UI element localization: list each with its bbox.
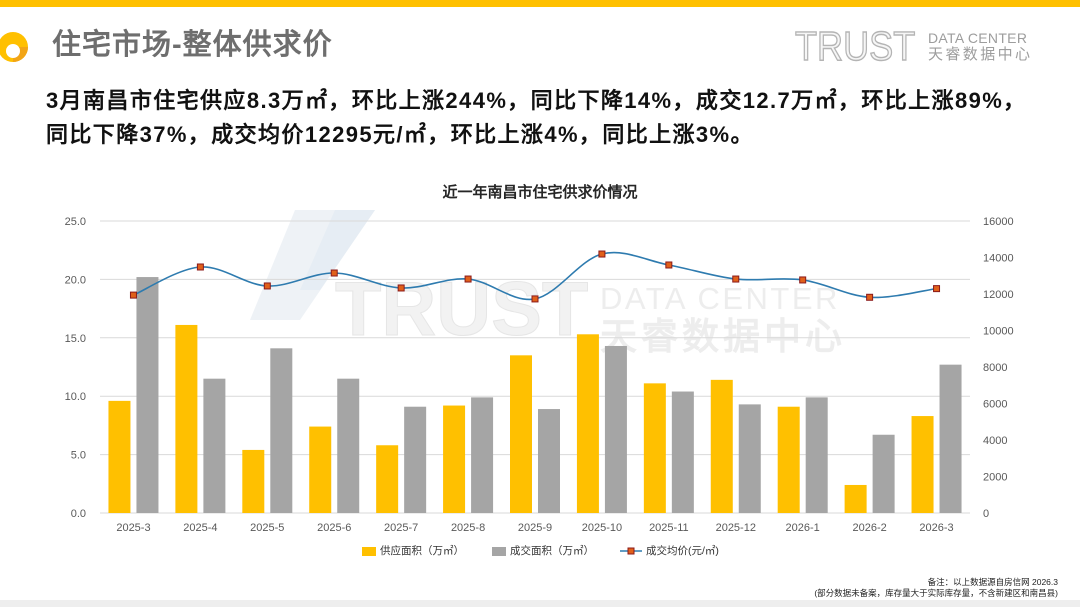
x-tick-label: 2025-4 [183, 522, 217, 534]
brand-name-cn: 天睿数据中心 [928, 46, 1033, 63]
price-marker [933, 285, 941, 293]
price-line [133, 251, 937, 301]
price-marker [732, 275, 740, 283]
chart-title: 近一年南昌市住宅供求价情况 [442, 184, 638, 201]
bar-transaction-area [805, 397, 828, 513]
summary-text: 3月南昌市住宅供应8.3万㎡，环比上涨244%，同比下降14%，成交12.7万㎡… [46, 84, 1027, 152]
bar-transaction-area [337, 378, 360, 513]
x-tick-label: 2025-9 [518, 522, 552, 534]
price-marker [397, 284, 405, 292]
legend-swatch-transaction [492, 547, 506, 556]
y-left-tick-label: 20.0 [65, 274, 86, 286]
x-tick-label: 2025-3 [116, 522, 150, 534]
bar-transaction-area [604, 345, 627, 513]
y-left-tick-label: 5.0 [71, 450, 86, 462]
bar-supply-area [777, 406, 800, 513]
bar-transaction-area [738, 404, 761, 513]
price-marker [531, 295, 539, 303]
y-right-tick-label: 10000 [983, 326, 1014, 338]
gridlines [100, 220, 970, 514]
y-right-tick-label: 2000 [983, 472, 1007, 484]
y-right-tick-label: 16000 [983, 216, 1014, 228]
bar-transaction-area [270, 348, 293, 513]
bar-supply-area [844, 484, 867, 513]
price-marker [665, 261, 673, 269]
bar-transaction-area [471, 397, 494, 513]
price-marker [330, 269, 338, 277]
y-right-tick-label: 12000 [983, 289, 1014, 301]
page-title: 住宅市场-整体供求价 [52, 29, 333, 61]
brand-name-en: DATA CENTER [928, 30, 1028, 46]
y-left-tick-label: 15.0 [65, 333, 86, 345]
bar-supply-area [309, 426, 332, 513]
bar-supply-area [643, 383, 666, 513]
x-tick-label: 2025-12 [716, 522, 756, 534]
bottom-band [0, 600, 1080, 607]
x-tick-label: 2025-8 [451, 522, 485, 534]
summary-line: 同比下降37%，成交均价12295元/㎡，环比上涨4%，同比上涨3%。 [46, 122, 754, 147]
price-marker [866, 293, 874, 301]
bar-transaction-area [136, 277, 159, 513]
bar-supply-area [108, 400, 131, 513]
summary-line: 3月南昌市住宅供应8.3万㎡，环比上涨244%，同比下降14%，成交12.7万㎡… [46, 88, 1027, 113]
disclaimer-note: (部分数据未备案，库存量大于实际库存量，不含新建区和南昌县) [814, 588, 1058, 598]
x-tick-label: 2026-3 [919, 522, 953, 534]
bar-supply-area [175, 324, 198, 513]
bar-transaction-area [939, 364, 962, 513]
bar-supply-area [911, 416, 934, 513]
y-right-tick-label: 4000 [983, 435, 1007, 447]
x-tick-label: 2025-7 [384, 522, 418, 534]
bar-supply-area [443, 405, 466, 513]
price-marker [598, 250, 606, 258]
bar-supply-area [510, 355, 532, 513]
footer-note: 备注：以上数据源自房信网 2026.3 (部分数据未备案，库存量大于实际库存量，… [814, 577, 1058, 599]
brand-mark: TRUST [794, 23, 916, 69]
top-accent-bar [0, 0, 1080, 7]
price-marker [129, 291, 137, 299]
x-tick-label: 2025-11 [649, 522, 689, 534]
bar-transaction-area [872, 434, 895, 513]
y-left-tick-label: 0.0 [71, 508, 86, 520]
price-marker [196, 263, 204, 271]
bar-transaction-area [404, 406, 427, 513]
watermark-name-cn: 天睿数据中心 [600, 316, 846, 357]
watermark-name-en: DATA CENTER [600, 281, 840, 316]
x-tick-label: 2026-1 [786, 522, 820, 534]
chart-plot: 0.0 5.0 10.0 15.0 20.0 25.0 0 2000 4000 6000 8000 1… [65, 216, 1014, 534]
x-tick-label: 2025-10 [582, 522, 622, 534]
bar-supply-area [710, 379, 733, 513]
legend-label-price: 成交均价(元/㎡) [646, 545, 719, 557]
y-right-tick-label: 8000 [983, 362, 1007, 374]
bar-supply-area [242, 449, 265, 513]
x-tick-label: 2026-2 [852, 522, 886, 534]
y-left-tick-label: 25.0 [65, 216, 86, 228]
price-marker [464, 275, 472, 283]
x-tick-label: 2025-5 [250, 522, 284, 534]
bar-transaction-area [671, 391, 694, 513]
y-right-tick-label: 14000 [983, 253, 1014, 265]
bar-transaction-area [203, 378, 226, 513]
x-tick-label: 2025-6 [317, 522, 351, 534]
legend-label-transaction: 成交面积（万㎡） [510, 545, 594, 557]
y-right-tick-label: 6000 [983, 399, 1007, 411]
price-marker [799, 276, 807, 284]
logo-icon [0, 26, 36, 66]
bar-supply-area [576, 334, 599, 513]
legend-swatch-supply [362, 547, 376, 556]
y-left-tick-label: 10.0 [65, 391, 86, 403]
price-marker [263, 282, 271, 290]
y-right-tick-label: 0 [983, 508, 989, 520]
bar-supply-area [376, 445, 399, 513]
source-note: 备注：以上数据源自房信网 2026.3 [927, 577, 1058, 587]
bar-transaction-area [538, 409, 560, 513]
watermark-shape [250, 210, 375, 320]
legend-label-supply: 供应面积（万㎡） [380, 545, 464, 557]
legend-marker-price [620, 547, 642, 555]
